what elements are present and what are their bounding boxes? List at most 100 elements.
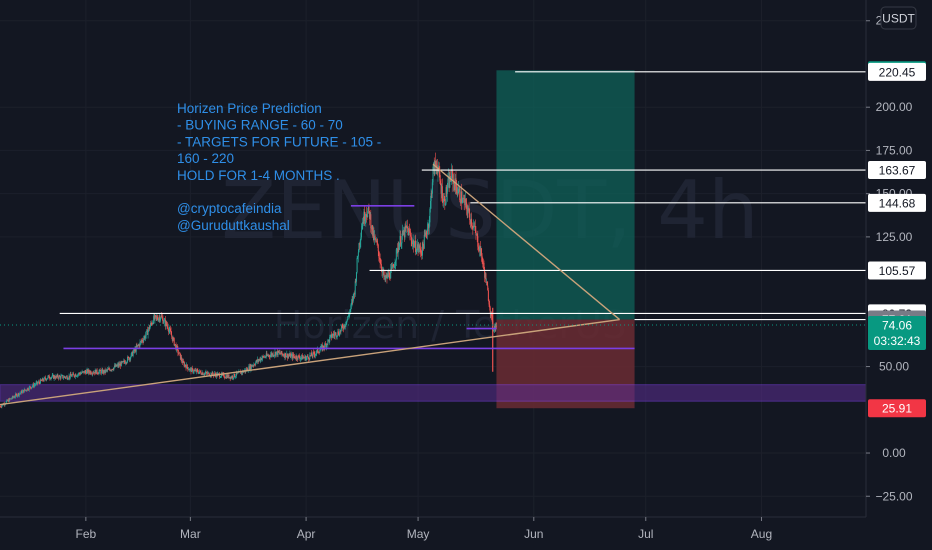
candle-body: [196, 369, 198, 372]
candle-body: [59, 375, 61, 377]
annotation: Horizen Price Prediction - BUYING RANGE -…: [177, 101, 381, 233]
candle-body: [389, 278, 391, 279]
candle-body: [260, 358, 262, 360]
candle-body: [177, 347, 179, 353]
candle-body: [14, 396, 16, 398]
candle-body: [189, 368, 191, 370]
candle-body: [301, 355, 303, 360]
candle-body: [179, 353, 181, 360]
candle-body: [85, 370, 87, 374]
candle-body: [214, 373, 216, 375]
price-label-text[interactable]: 25.91: [882, 402, 912, 416]
candle-body: [38, 381, 40, 383]
candle-body: [68, 375, 70, 379]
price-label-box[interactable]: [868, 193, 926, 212]
price-label-box[interactable]: [868, 261, 926, 280]
candle-body: [185, 366, 187, 369]
price-label-text[interactable]: 144.68: [879, 196, 916, 210]
candle-body: [489, 304, 491, 308]
candle-body: [214, 373, 216, 375]
candle-body: [32, 384, 34, 387]
candle-body: [95, 369, 97, 374]
price-label-text[interactable]: 220.45: [879, 65, 916, 79]
price-axis[interactable]: 250.00200.00175.00150.00125.0050.000.00−…: [865, 0, 932, 550]
candle-body: [64, 376, 66, 378]
candle-body: [220, 376, 222, 378]
candle-body: [288, 355, 290, 357]
candle-body: [211, 373, 213, 376]
price-label-box[interactable]: [868, 315, 926, 350]
candle-body: [471, 225, 473, 227]
candle-body: [263, 356, 265, 358]
price-label-box[interactable]: [868, 62, 926, 81]
trendline[interactable]: [0, 318, 620, 406]
candle-body: [197, 372, 199, 374]
candle-body: [284, 353, 286, 358]
candle-body: [63, 376, 65, 378]
price-label-text[interactable]: 163.67: [879, 164, 916, 178]
candle-body: [339, 331, 341, 333]
candle-body: [88, 369, 90, 373]
candle-body: [133, 349, 135, 351]
candle-body: [219, 377, 221, 379]
candle-body: [42, 378, 44, 381]
candle-body: [342, 326, 344, 329]
candle-body: [432, 166, 434, 183]
candle-body: [443, 198, 445, 203]
candle-body: [264, 356, 266, 358]
currency-selector[interactable]: USDT: [880, 6, 917, 30]
candle-body: [456, 186, 458, 194]
candle-body: [403, 230, 405, 238]
candle-body: [76, 375, 78, 377]
candle-body: [164, 319, 166, 327]
countdown-text[interactable]: 03:32:43: [874, 334, 921, 348]
currency-selector-box[interactable]: [880, 6, 917, 30]
candle-body: [111, 369, 113, 371]
candle-body: [235, 372, 237, 376]
candle-body: [422, 242, 424, 246]
position-profit-zone[interactable]: [496, 70, 635, 320]
candle-body: [456, 192, 458, 194]
candle-body: [362, 221, 364, 224]
candle-body: [320, 346, 322, 350]
candle-body: [398, 243, 400, 250]
price-label-box[interactable]: [868, 161, 926, 180]
candle-body: [163, 319, 165, 323]
candle-body: [44, 377, 46, 379]
candle-body: [234, 373, 236, 377]
candle-body: [94, 372, 96, 374]
trendline[interactable]: [432, 163, 621, 321]
candle-body: [95, 370, 97, 374]
candle-body: [292, 354, 294, 359]
candle-body: [162, 318, 164, 324]
candle-body: [178, 352, 180, 354]
candle-body: [136, 345, 138, 347]
candle-body: [375, 238, 377, 242]
candle-body: [59, 376, 61, 379]
candle-body: [275, 351, 277, 356]
candle-body: [468, 207, 470, 213]
price-label-text[interactable]: 105.57: [879, 264, 916, 278]
candle-body: [479, 246, 481, 256]
candle-body: [469, 219, 471, 224]
price-label-box[interactable]: [868, 399, 926, 418]
candle-body: [84, 371, 86, 374]
candle-body: [304, 356, 306, 361]
candle-body: [25, 389, 27, 391]
candle-body: [340, 328, 342, 333]
candle-body: [190, 368, 192, 373]
price-tick-label: 125.00: [876, 230, 913, 244]
candle-body: [489, 307, 491, 314]
candle-body: [345, 324, 347, 326]
candle-body: [309, 355, 311, 360]
candle-body: [387, 273, 389, 279]
currency-label[interactable]: USDT: [882, 12, 915, 26]
candle-body: [425, 232, 427, 234]
candle-body: [349, 309, 351, 312]
candle-body: [360, 230, 362, 238]
candle-body: [13, 396, 15, 398]
time-axis[interactable]: Feb Mar Apr May Jun Jul Aug: [0, 516, 866, 550]
candle-body: [354, 293, 356, 295]
price-label-text[interactable]: 74.06: [882, 318, 912, 332]
